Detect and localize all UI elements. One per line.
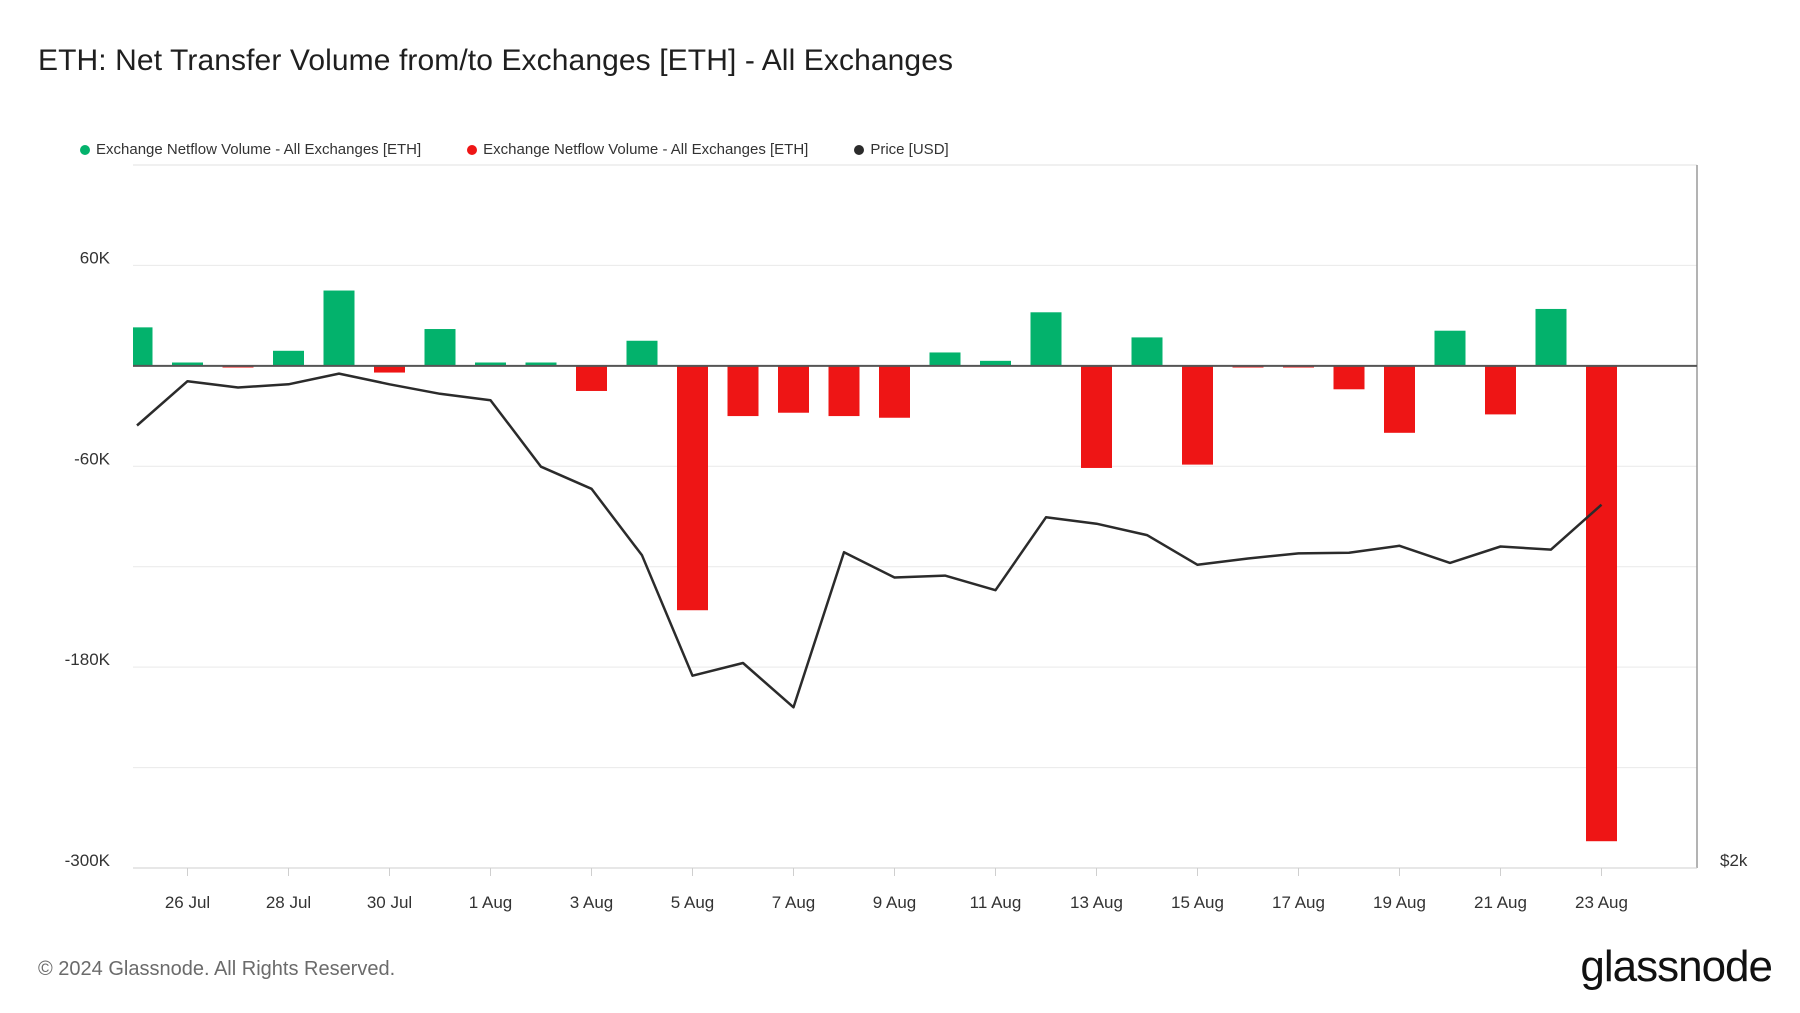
y-tick-label: 60K <box>80 248 111 267</box>
netflow-bar-negative[interactable] <box>576 365 607 391</box>
netflow-bar-positive[interactable] <box>273 350 304 366</box>
legend-dot-price <box>854 144 865 155</box>
x-tick-label: 1 Aug <box>469 893 513 912</box>
netflow-bar-negative[interactable] <box>828 365 860 417</box>
legend-item-inflow[interactable]: Exchange Netflow Volume - All Exchanges … <box>80 141 421 158</box>
netflow-bar-negative[interactable] <box>1081 365 1112 468</box>
x-tick-label: 30 Jul <box>367 893 412 912</box>
x-tick-label: 9 Aug <box>873 893 917 912</box>
legend: Exchange Netflow Volume - All Exchanges … <box>80 141 949 158</box>
netflow-bar-positive[interactable] <box>1535 308 1567 366</box>
netflow-bar-negative[interactable] <box>677 365 708 611</box>
legend-item-outflow[interactable]: Exchange Netflow Volume - All Exchanges … <box>467 141 808 158</box>
netflow-bar-negative[interactable] <box>1485 365 1516 415</box>
netflow-bar-negative[interactable] <box>879 365 910 418</box>
x-tick-label: 11 Aug <box>970 893 1022 912</box>
legend-dot-green <box>80 144 90 155</box>
netflow-bar-positive[interactable] <box>122 327 153 366</box>
netflow-bar-positive[interactable] <box>475 362 506 366</box>
netflow-bar-negative[interactable] <box>1384 365 1415 433</box>
netflow-bar-positive[interactable] <box>1030 312 1062 366</box>
legend-dot-red <box>467 144 478 155</box>
glassnode-logo: glassnode <box>1580 942 1773 991</box>
x-tick-label: 19 Aug <box>1373 893 1426 912</box>
netflow-bar-positive[interactable] <box>525 362 557 366</box>
netflow-bar-positive[interactable] <box>1434 330 1466 366</box>
x-tick-label: 3 Aug <box>570 893 614 912</box>
legend-label-price: Price [USD] <box>870 141 949 158</box>
x-tick-label: 23 Aug <box>1575 893 1628 912</box>
copyright-footer: © 2024 Glassnode. All Rights Reserved. <box>38 958 396 980</box>
x-tick-label: 5 Aug <box>671 893 715 912</box>
y-tick-label: -60K <box>74 449 111 468</box>
legend-label-outflow: Exchange Netflow Volume - All Exchanges … <box>483 141 809 158</box>
netflow-bar-negative[interactable] <box>1586 365 1617 842</box>
netflow-bar-negative[interactable] <box>374 365 405 373</box>
x-tick-label: 7 Aug <box>772 893 816 912</box>
legend-label-inflow: Exchange Netflow Volume - All Exchanges … <box>96 141 422 158</box>
netflow-bar-positive[interactable] <box>980 360 1011 366</box>
y-right-tick-label: $2k <box>1720 851 1748 870</box>
x-tick-label: 21 Aug <box>1474 893 1527 912</box>
netflow-bar-negative[interactable] <box>778 365 809 413</box>
chart-title: ETH: Net Transfer Volume from/to Exchang… <box>38 44 954 77</box>
netflow-bar-positive[interactable] <box>323 290 355 366</box>
price-line[interactable] <box>136 372 1603 709</box>
y-tick-label: -180K <box>65 650 111 669</box>
netflow-bar-negative[interactable] <box>727 365 759 417</box>
x-tick-label: 26 Jul <box>165 893 210 912</box>
x-tick-label: 15 Aug <box>1171 893 1224 912</box>
y-tick-label: -300K <box>65 851 111 870</box>
netflow-bar-positive[interactable] <box>424 329 456 366</box>
legend-item-price[interactable]: Price [USD] <box>854 141 949 158</box>
x-tick-label: 13 Aug <box>1070 893 1123 912</box>
netflow-bar-positive[interactable] <box>172 362 203 366</box>
netflow-bar-positive[interactable] <box>626 340 658 366</box>
netflow-bar-positive[interactable] <box>1131 337 1163 366</box>
x-tick-label: 28 Jul <box>266 893 311 912</box>
netflow-bar-positive[interactable] <box>929 352 961 366</box>
x-tick-label: 17 Aug <box>1272 893 1325 912</box>
netflow-bar-negative[interactable] <box>1182 365 1213 465</box>
netflow-bar-negative[interactable] <box>1333 365 1365 390</box>
